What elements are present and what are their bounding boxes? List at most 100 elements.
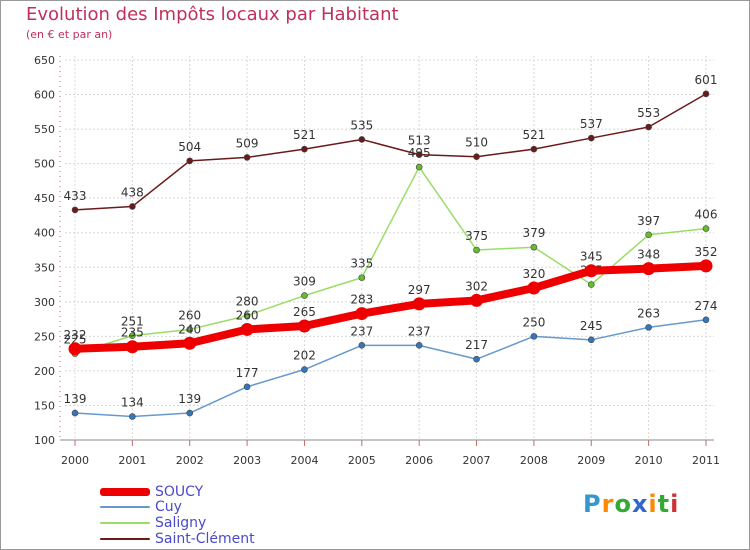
data-point-cuy [645, 324, 652, 331]
series-line-soucy [71, 261, 710, 353]
logo-letter: i [670, 490, 680, 518]
data-label-saligny: 397 [637, 214, 660, 228]
y-tick-label: 200 [34, 365, 55, 378]
data-point-saint-cl-ment [129, 203, 136, 210]
data-point-saligny [358, 274, 366, 281]
data-label-soucy: 348 [637, 248, 660, 262]
data-label-cuy: 217 [465, 338, 488, 352]
data-point-soucy [240, 322, 254, 336]
chart-subtitle: (en € et par an) [26, 28, 113, 41]
data-point-saligny [186, 326, 194, 333]
x-tick-label: 2004 [290, 454, 318, 467]
data-label-saint-cl-ment: 509 [236, 136, 259, 150]
y-tick-label: 350 [34, 261, 55, 274]
data-label-soucy: 232 [64, 328, 87, 342]
data-point-cuy [415, 342, 423, 349]
data-point-soucy [642, 262, 656, 276]
y-tick-label: 600 [34, 89, 55, 102]
data-label-cuy: 263 [637, 306, 660, 320]
legend-label-saint-clement: Saint-Clément [155, 531, 255, 547]
y-tick-label: 400 [34, 227, 55, 240]
x-tick-label: 2007 [463, 454, 491, 467]
data-point-saint-cl-ment [71, 206, 79, 214]
data-point-cuy [473, 355, 480, 363]
x-tick-label: 2002 [176, 454, 204, 467]
data-label-cuy: 237 [408, 324, 431, 338]
data-label-saint-cl-ment: 433 [64, 189, 87, 203]
data-point-cuy [530, 333, 538, 340]
data-point-saligny [473, 246, 480, 254]
data-label-soucy: 302 [465, 279, 488, 293]
data-label-cuy: 237 [350, 324, 373, 338]
legend-swatch-saint-clement [100, 538, 150, 540]
data-label-saint-cl-ment: 537 [580, 117, 603, 131]
y-tick-label: 150 [34, 399, 55, 412]
data-point-saint-cl-ment [702, 90, 710, 98]
data-point-saligny [587, 281, 595, 288]
data-point-saint-cl-ment [186, 157, 194, 165]
data-label-saligny: 309 [293, 275, 316, 289]
data-label-saligny: 260 [178, 308, 201, 322]
y-tick-label: 450 [34, 192, 55, 205]
data-label-soucy: 352 [695, 245, 718, 259]
data-point-cuy [71, 409, 79, 417]
legend-item-soucy: SOUCY [100, 484, 203, 500]
proxiti-logo: Proxiti [583, 490, 679, 518]
data-point-saint-cl-ment [587, 134, 595, 142]
data-label-soucy: 240 [178, 322, 201, 336]
data-label-saligny: 251 [121, 315, 144, 329]
logo-letter: x [631, 490, 649, 518]
data-label-saint-cl-ment: 553 [637, 106, 660, 120]
legend-label-soucy: SOUCY [155, 484, 204, 500]
data-point-soucy [68, 342, 82, 356]
data-label-saint-cl-ment: 535 [350, 118, 373, 132]
x-tick-label: 2000 [61, 454, 89, 467]
data-point-saligny [702, 225, 710, 232]
data-point-soucy [183, 336, 197, 350]
data-point-saint-cl-ment [473, 153, 480, 161]
data-point-cuy [129, 413, 136, 420]
legend-label-cuy: Cuy [155, 499, 182, 515]
data-point-soucy [297, 319, 311, 333]
data-label-saint-cl-ment: 504 [178, 140, 201, 154]
data-label-soucy: 283 [350, 293, 373, 307]
data-point-soucy [125, 340, 139, 354]
logo-letter: r [601, 490, 615, 518]
data-label-cuy: 250 [522, 315, 545, 329]
data-label-saligny: 225 [64, 333, 87, 347]
data-label-saligny: 379 [522, 226, 545, 240]
data-label-soucy: 320 [522, 267, 545, 281]
y-tick-label: 650 [34, 54, 55, 67]
data-point-saint-cl-ment [358, 136, 366, 143]
data-point-soucy [470, 293, 484, 307]
logo-letter: i [648, 490, 658, 518]
data-point-saligny [129, 332, 136, 339]
legend-item-saint-clement: Saint-Clément [100, 531, 255, 547]
data-point-saligny [301, 292, 308, 299]
data-label-saligny: 495 [408, 146, 431, 160]
data-label-saint-cl-ment: 521 [293, 128, 316, 142]
series-line-cuy [74, 319, 707, 418]
y-tick-label: 500 [34, 158, 55, 171]
data-point-saint-cl-ment [243, 154, 251, 161]
logo-letter: o [614, 490, 632, 518]
legend-item-saligny: Saligny [100, 515, 206, 531]
data-point-soucy [527, 281, 541, 295]
data-point-cuy [301, 366, 308, 373]
legend-swatch-saligny [100, 522, 150, 524]
data-point-soucy [412, 297, 426, 311]
x-tick-label: 2005 [348, 454, 376, 467]
data-label-saint-cl-ment: 438 [121, 185, 144, 199]
legend-swatch-cuy [100, 506, 150, 508]
y-tick-label: 300 [34, 296, 55, 309]
data-point-cuy [186, 409, 194, 417]
series-line-saint-cl-ment [74, 93, 707, 211]
data-label-cuy: 139 [178, 392, 201, 406]
data-point-soucy [699, 259, 713, 273]
data-point-saligny [415, 163, 423, 171]
data-point-soucy [355, 307, 369, 321]
data-label-cuy: 134 [121, 396, 144, 410]
data-label-soucy: 265 [293, 305, 316, 319]
